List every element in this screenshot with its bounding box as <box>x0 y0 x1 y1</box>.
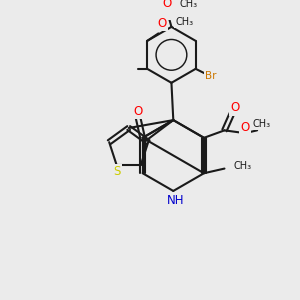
Text: CH₃: CH₃ <box>234 161 252 171</box>
Text: O: O <box>133 105 142 118</box>
Text: CH₃: CH₃ <box>253 119 271 129</box>
Text: O: O <box>230 101 239 115</box>
Text: CH₃: CH₃ <box>180 0 198 9</box>
Text: CH₃: CH₃ <box>175 17 193 27</box>
Text: O: O <box>162 0 171 10</box>
Text: Br: Br <box>205 71 217 81</box>
Text: NH: NH <box>167 194 184 207</box>
Text: S: S <box>113 165 120 178</box>
Text: O: O <box>240 121 250 134</box>
Text: O: O <box>158 17 167 30</box>
